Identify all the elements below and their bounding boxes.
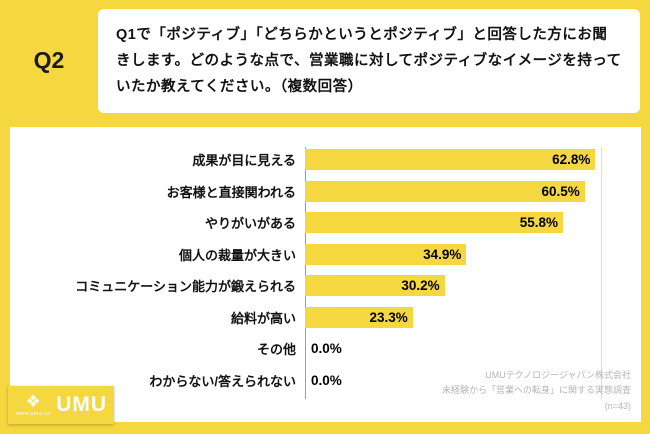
header: Q2 Q1で「ポジティブ」「どちらかというとポジティブ」と回答した方にお聞きしま… bbox=[0, 0, 650, 120]
umu-logo-icon: ❖ bbox=[25, 392, 41, 411]
bar-area: 60.5% bbox=[305, 180, 601, 202]
source-line-company: UMUテクノロジージャパン株式会社 bbox=[485, 370, 631, 381]
chart-row: お客様と直接関われる 60.5% bbox=[10, 180, 601, 202]
value-label: 55.8% bbox=[519, 215, 559, 230]
source-note: UMUテクノロジージャパン株式会社 未経験から「営業への転身」に関する実態調査 … bbox=[442, 368, 631, 414]
bar-area: 23.3% bbox=[305, 306, 601, 328]
umu-logo-left: ❖ www.umu.co bbox=[16, 393, 50, 417]
chart-row: その他 0.0% bbox=[10, 338, 601, 359]
value-label: 23.3% bbox=[369, 309, 408, 325]
value-label: 62.8% bbox=[552, 152, 591, 167]
value-label: 34.9% bbox=[423, 246, 462, 262]
bar: 23.3% bbox=[305, 306, 413, 328]
bar-area: 0.0% bbox=[305, 338, 601, 359]
y-axis-line bbox=[305, 147, 306, 399]
question-number: Q2 bbox=[33, 46, 65, 73]
chart-row: コミュニケーション能力が鍛えられる 30.2% bbox=[10, 275, 601, 296]
bar-area: 34.9% bbox=[305, 243, 601, 265]
bar: 55.8% bbox=[305, 212, 564, 233]
chart-rows: 成果が目に見える 62.8% お客様と直接関われる 60.5% やりがいがある 55.8%… bbox=[10, 127, 641, 391]
chart-row: やりがいがある 55.8% bbox=[10, 212, 601, 233]
category-label: コミュニケーション能力が鍛えられる bbox=[75, 279, 296, 294]
bar-area: 62.8% bbox=[305, 149, 601, 170]
umu-logo: ❖ www.umu.co UMU bbox=[8, 386, 114, 424]
value-label: 60.5% bbox=[541, 183, 580, 199]
bar: 30.2% bbox=[305, 275, 445, 296]
source-line-survey: 未経験から「営業への転身」に関する実態調査 bbox=[441, 385, 631, 396]
chart-row: わからない/答えられない 0.0% bbox=[10, 370, 601, 391]
right-gridline bbox=[601, 147, 602, 399]
category-label: お客様と直接関われる bbox=[166, 184, 296, 200]
category-label: 個人の裁量が大きい bbox=[178, 247, 296, 263]
bar-area: 55.8% bbox=[305, 212, 601, 233]
bar-area: 0.0% bbox=[305, 370, 601, 391]
bar-area: 30.2% bbox=[305, 275, 601, 296]
category-label: わからない/答えられない bbox=[149, 373, 296, 389]
category-label: 成果が目に見える bbox=[192, 153, 296, 168]
category-label: 給料が高い bbox=[230, 310, 296, 326]
chart-row: 成果が目に見える 62.8% bbox=[10, 149, 601, 170]
source-line-sample: (n=43) bbox=[604, 400, 631, 411]
category-label: その他 bbox=[256, 342, 296, 357]
chart-row: 給料が高い 23.3% bbox=[10, 306, 601, 328]
bar: 60.5% bbox=[305, 180, 585, 202]
umu-logo-text: UMU bbox=[56, 393, 108, 416]
category-label: やりがいがある bbox=[204, 216, 296, 231]
bar: 62.8% bbox=[305, 149, 596, 170]
question-text: Q1で「ポジティブ」「どちらかというとポジティブ」と回答した方にお聞きします。ど… bbox=[116, 26, 622, 96]
umu-logo-url: www.umu.co bbox=[16, 411, 51, 417]
chart-panel: 成果が目に見える 62.8% お客様と直接関われる 60.5% やりがいがある 55.8%… bbox=[10, 127, 641, 422]
value-label: 30.2% bbox=[401, 278, 440, 293]
bar: 34.9% bbox=[305, 243, 467, 265]
chart-row: 個人の裁量が大きい 34.9% bbox=[10, 243, 601, 265]
value-label: 0.0% bbox=[311, 372, 342, 388]
question-box: Q1で「ポジティブ」「どちらかというとポジティブ」と回答した方にお聞きします。ど… bbox=[98, 9, 640, 113]
value-label: 0.0% bbox=[311, 341, 342, 356]
